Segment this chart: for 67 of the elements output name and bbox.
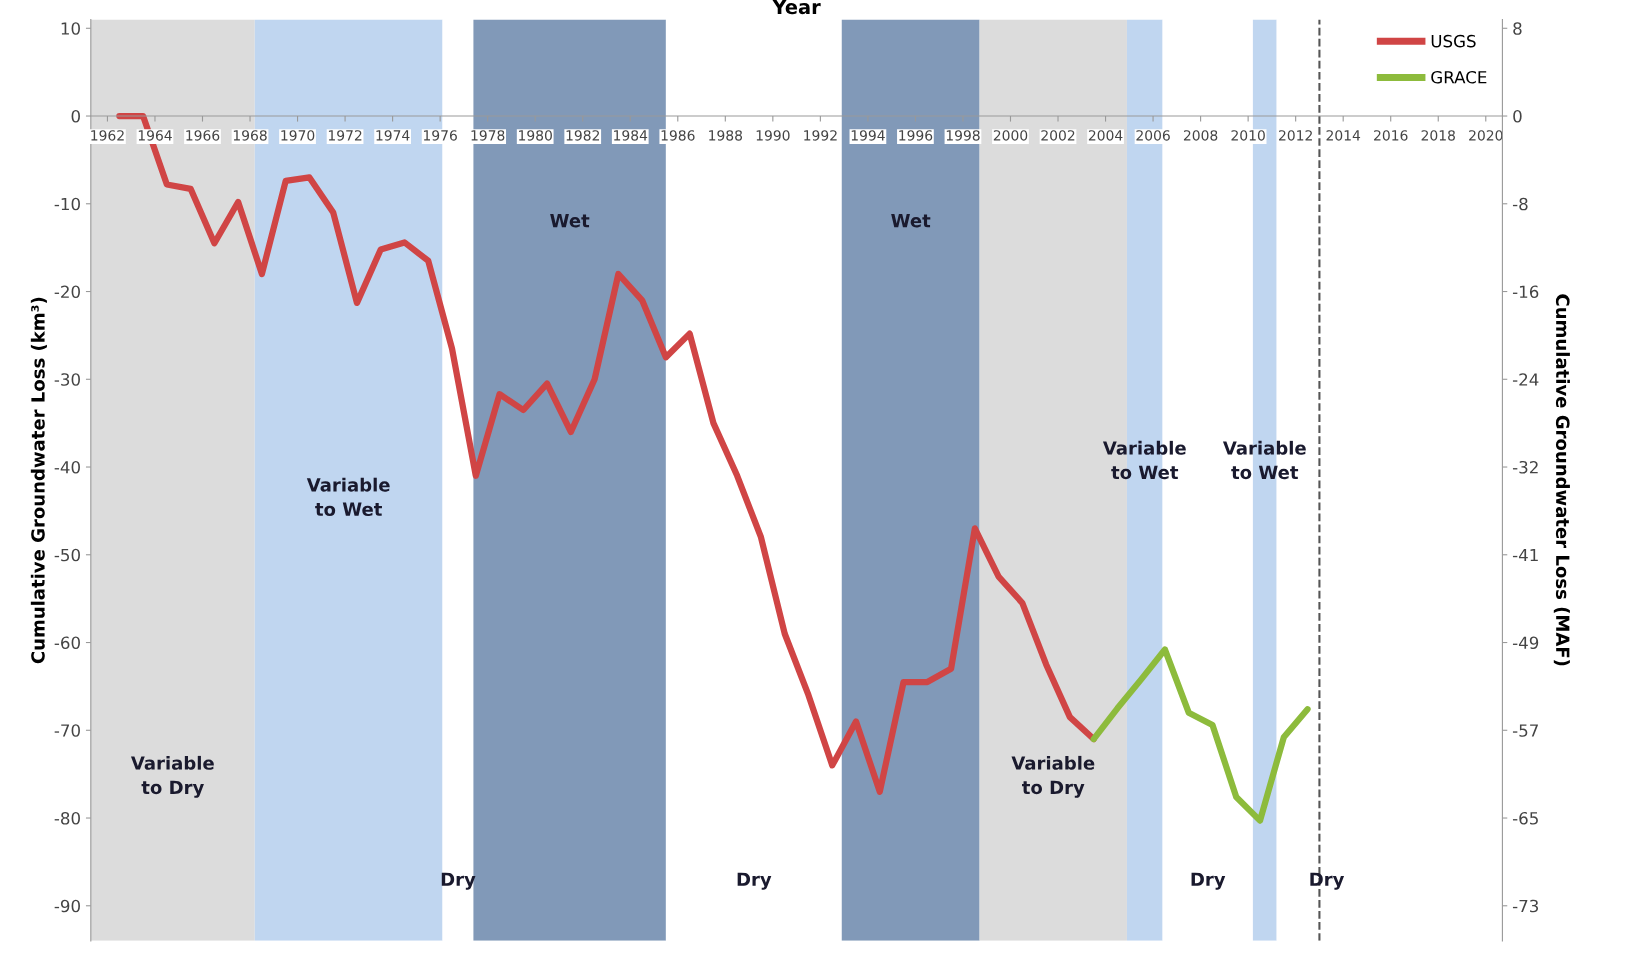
x-tick-label: 2000 [993, 130, 1028, 141]
y2-tick-label: -57 [1512, 724, 1538, 737]
band-label: Variable to Wet [1102, 440, 1186, 480]
x-tick-label: 2008 [1183, 130, 1218, 141]
y2-tick-label: -8 [1512, 197, 1528, 211]
x-tick-label: 2018 [1421, 130, 1455, 141]
y2-tick-label: -32 [1512, 460, 1538, 474]
y-tick-label: -40 [54, 460, 80, 474]
legend-label: USGS [1431, 34, 1476, 48]
y-tick-label: -70 [54, 724, 80, 737]
x-tick-label: 1966 [186, 130, 220, 141]
x-tick-label: 1970 [281, 130, 315, 141]
x-tick-label: 1980 [519, 130, 552, 141]
y2-tick-label: 0 [1513, 109, 1522, 123]
x-tick-label: 1992 [804, 130, 837, 141]
x-tick-label: 2012 [1279, 130, 1312, 141]
y-tick-label: -20 [54, 285, 80, 299]
y2-tick-label: -65 [1512, 811, 1538, 825]
x-tick-label: 1968 [233, 130, 267, 141]
band-label: Wet [550, 214, 590, 228]
y-tick-label: -60 [54, 636, 80, 650]
y-tick-label: -50 [54, 548, 80, 562]
x-tick-label: 2002 [1041, 130, 1075, 141]
x-tick-label: 1998 [946, 130, 980, 141]
y2-tick-label: 8 [1513, 22, 1522, 35]
y2-axis-title: Cumulative Groundwater Loss (MAF) [1553, 294, 1570, 666]
y2-tick-label: -49 [1512, 636, 1539, 650]
x-tick-label: 1996 [899, 130, 933, 141]
x-tick-label: 1972 [328, 130, 362, 141]
y-tick-label: 0 [71, 109, 80, 123]
x-tick-label: 1984 [614, 130, 648, 141]
x-tick-label: 2010 [1231, 130, 1265, 141]
x-tick-label: 1974 [376, 130, 410, 141]
y-axis-title: Cumulative Groundwater Loss (km³) [30, 297, 47, 664]
band-label: Variable to Wet [1222, 440, 1306, 480]
x-tick-label: 1976 [423, 130, 457, 141]
x-tick-label: 1994 [851, 130, 885, 141]
x-tick-label: 2004 [1088, 130, 1123, 141]
band-label: Variable to Dry [130, 755, 214, 798]
x-tick-label: 2014 [1326, 130, 1361, 141]
band-label: Dry [1310, 872, 1345, 890]
band-label: Variable to Dry [1011, 755, 1095, 798]
x-axis-title: Year [772, 0, 821, 15]
x-tick-label: 1986 [661, 130, 695, 141]
x-tick-label: 2016 [1374, 130, 1408, 141]
y2-tick-label: -24 [1512, 373, 1539, 386]
x-tick-label: 1982 [566, 130, 600, 141]
band-label: Dry [1191, 872, 1226, 890]
x-tick-label: 2006 [1136, 130, 1170, 141]
x-tick-label: 1990 [756, 130, 790, 141]
x-tick-label: 1988 [709, 130, 743, 141]
band-label: Variable to Wet [306, 477, 390, 517]
y-tick-label: 10 [61, 22, 80, 35]
y-tick-label: -10 [54, 197, 80, 211]
x-tick-label: 1962 [91, 130, 124, 141]
band-label: Wet [891, 214, 931, 228]
legend-label: GRACE [1431, 70, 1487, 84]
band-label: Dry [737, 872, 772, 890]
y-tick-label: -80 [54, 811, 80, 825]
y-tick-label: -90 [54, 899, 80, 913]
y2-tick-label: -16 [1512, 285, 1539, 299]
y2-tick-label: -73 [1512, 899, 1539, 913]
y-tick-label: -30 [54, 373, 80, 386]
y2-tick-label: -41 [1512, 548, 1538, 562]
x-tick-label: 1964 [138, 130, 172, 141]
x-tick-label: 2020 [1469, 130, 1503, 141]
x-tick-label: 1978 [471, 130, 505, 141]
